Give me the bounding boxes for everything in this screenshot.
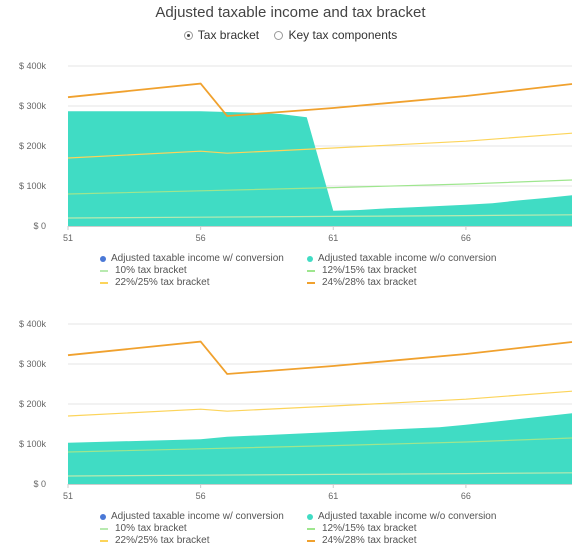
bottom-x-tick-label: 66 xyxy=(461,491,471,501)
top-area-adjusted-taxable-income-w-o-conversion xyxy=(68,111,572,226)
legend-dot-icon xyxy=(307,255,313,262)
bottom-x-tick-label: 61 xyxy=(328,491,338,501)
legend-label: Adjusted taxable income w/ conversion xyxy=(111,511,284,522)
radio-unselected-icon xyxy=(274,30,284,40)
bottom-chart-legend: Adjusted taxable income w/ conversion Adj… xyxy=(0,511,581,551)
radio-key-tax-components[interactable]: Key tax components xyxy=(274,28,397,42)
top-chart-legend: Adjusted taxable income w/ conversion Adj… xyxy=(0,253,581,293)
legend-label: 10% tax bracket xyxy=(115,523,187,534)
bottom-chart: $ 0 $ 100k $ 200k $ 300k $ 400k 51 56 61 66 xyxy=(19,319,573,501)
top-legend-item-22-25-tax-bracket[interactable]: 22%/25% tax bracket xyxy=(100,277,210,288)
radio-tax-bracket-label: Tax bracket xyxy=(197,28,260,42)
legend-dot-icon xyxy=(307,513,313,520)
bottom-line-10-tax-bracket xyxy=(67,472,573,477)
top-line-22-25-tax-bracket xyxy=(67,132,573,159)
bottom-y-tick-label: $ 400k xyxy=(19,319,47,329)
top-x-tick-label: 51 xyxy=(63,233,73,243)
bottom-line-24-28-tax-bracket xyxy=(67,340,573,375)
top-x-tick-label: 56 xyxy=(196,233,206,243)
radio-selected-icon xyxy=(183,30,193,40)
legend-label: Adjusted taxable income w/ conversion xyxy=(111,253,284,264)
legend-label: 24%/28% tax bracket xyxy=(322,277,417,288)
legend-label: 10% tax bracket xyxy=(115,265,187,276)
top-legend-item-24-28-tax-bracket[interactable]: 24%/28% tax bracket xyxy=(307,277,417,288)
chart-title: Adjusted taxable income and tax bracket xyxy=(155,4,426,21)
legend-label: 22%/25% tax bracket xyxy=(115,277,210,288)
bottom-y-tick-label: $ 300k xyxy=(19,359,47,369)
legend-label: Adjusted taxable income w/o conversion xyxy=(318,511,497,522)
legend-label: 12%/15% tax bracket xyxy=(322,265,417,276)
bottom-legend-item-10-tax-bracket[interactable]: 10% tax bracket xyxy=(100,523,187,534)
top-y-tick-label: $ 300k xyxy=(19,101,47,111)
bottom-legend-item-12-15-tax-bracket[interactable]: 12%/15% tax bracket xyxy=(307,523,417,534)
top-line-12-15-tax-bracket xyxy=(67,179,573,195)
top-y-tick-label: $ 100k xyxy=(19,181,47,191)
bottom-area-adjusted-taxable-income-w-o-conversion xyxy=(68,413,572,484)
legend-line-icon xyxy=(100,281,108,284)
top-x-tick-label: 61 xyxy=(328,233,338,243)
legend-label: 22%/25% tax bracket xyxy=(115,535,210,546)
bottom-line-22-25-tax-bracket xyxy=(67,390,573,417)
legend-dot-icon xyxy=(100,513,106,520)
legend-line-icon xyxy=(307,539,315,542)
bottom-y-tick-label: $ 100k xyxy=(19,439,47,449)
top-y-tick-label: $ 400k xyxy=(19,61,47,71)
top-x-tick-label: 66 xyxy=(461,233,471,243)
radio-key-tax-components-label: Key tax components xyxy=(288,28,398,42)
legend-line-icon xyxy=(100,527,108,530)
legend-line-icon xyxy=(100,269,108,272)
legend-line-icon xyxy=(100,539,108,542)
legend-line-icon xyxy=(307,281,315,284)
bottom-x-tick-label: 56 xyxy=(196,491,206,501)
legend-label: Adjusted taxable income w/o conversion xyxy=(318,253,497,264)
top-line-24-28-tax-bracket xyxy=(67,82,573,117)
bottom-legend-item-24-28-tax-bracket[interactable]: 24%/28% tax bracket xyxy=(307,535,417,546)
top-chart: $ 0 $ 100k $ 200k $ 300k $ 400k 51 56 61 66 xyxy=(19,61,573,243)
bottom-y-tick-label: $ 0 xyxy=(33,479,46,489)
legend-label: 24%/28% tax bracket xyxy=(322,535,417,546)
top-line-10-tax-bracket xyxy=(67,214,573,219)
legend-line-icon xyxy=(307,269,315,272)
legend-dot-icon xyxy=(100,255,106,262)
bottom-legend-item-adjusted-taxable-income-w-o-conversion[interactable]: Adjusted taxable income w/o conversion xyxy=(307,511,496,522)
bottom-legend-item-adjusted-taxable-income-w-conversion[interactable]: Adjusted taxable income w/ conversion xyxy=(100,511,284,522)
top-legend-item-adjusted-taxable-income-w-conversion[interactable]: Adjusted taxable income w/ conversion xyxy=(100,253,284,264)
top-legend-item-12-15-tax-bracket[interactable]: 12%/15% tax bracket xyxy=(307,265,417,276)
bottom-x-tick-label: 51 xyxy=(63,491,73,501)
legend-line-icon xyxy=(307,527,315,530)
top-y-tick-label: $ 0 xyxy=(33,221,46,231)
bottom-line-12-15-tax-bracket xyxy=(67,437,573,453)
top-legend-item-10-tax-bracket[interactable]: 10% tax bracket xyxy=(100,265,187,276)
top-y-tick-label: $ 200k xyxy=(19,141,47,151)
bottom-y-tick-label: $ 200k xyxy=(19,399,47,409)
radio-tax-bracket[interactable]: Tax bracket xyxy=(183,28,260,42)
bottom-legend-item-22-25-tax-bracket[interactable]: 22%/25% tax bracket xyxy=(100,535,210,546)
view-toggle: Tax bracket Key tax components xyxy=(0,28,581,43)
legend-label: 12%/15% tax bracket xyxy=(322,523,417,534)
top-legend-item-adjusted-taxable-income-w-o-conversion[interactable]: Adjusted taxable income w/o conversion xyxy=(307,253,496,264)
